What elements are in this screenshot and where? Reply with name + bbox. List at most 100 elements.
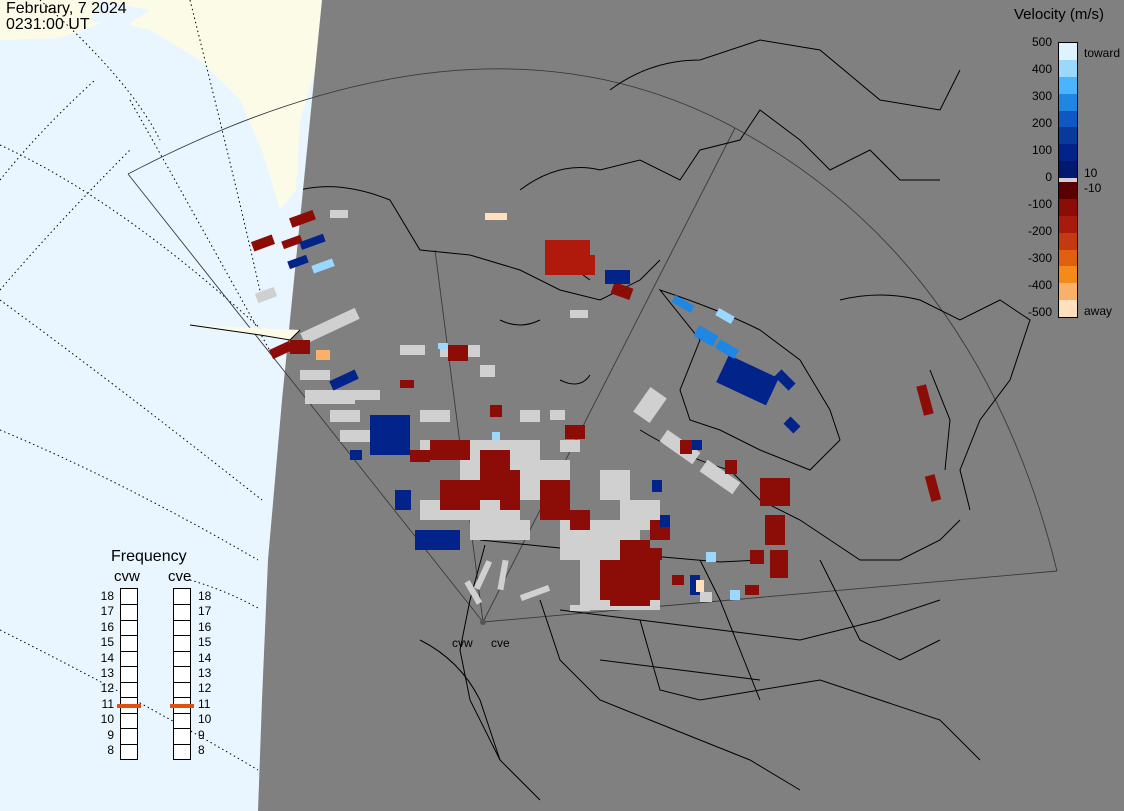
velocity-tick-label: -300 bbox=[1027, 251, 1052, 265]
frequency-marker-cvw bbox=[117, 703, 141, 708]
frequency-tick-cve: 9 bbox=[198, 727, 205, 742]
frequency-tick-cve: 15 bbox=[198, 635, 212, 650]
frequency-grid-line bbox=[174, 666, 190, 668]
frequency-tick-cve: 14 bbox=[198, 650, 212, 665]
velocity-toward-cells-mid bbox=[671, 295, 740, 359]
velocity-color-ground bbox=[1059, 178, 1077, 182]
frequency-marker-cve bbox=[170, 703, 194, 708]
frequency-column-cvw bbox=[117, 588, 141, 760]
frequency-tick-cve: 11 bbox=[198, 696, 211, 711]
velocity-tick-label: 300 bbox=[1031, 89, 1052, 103]
velocity-colorbar bbox=[1058, 42, 1078, 318]
frequency-tick-cvw: 18 bbox=[100, 588, 114, 603]
frequency-grid-line bbox=[174, 635, 190, 637]
frequency-grid-line bbox=[174, 650, 190, 652]
frequency-grid-line bbox=[174, 681, 190, 683]
velocity-away-cells bbox=[250, 209, 942, 606]
frequency-tick-cvw: 13 bbox=[100, 666, 114, 680]
frequency-title: Frequency bbox=[111, 548, 187, 565]
alaska-peninsula bbox=[189, 324, 301, 341]
velocity-tick-label: 200 bbox=[1031, 116, 1052, 130]
velocity-color-toward bbox=[1059, 110, 1077, 129]
frequency-tick-cvw: 10 bbox=[100, 712, 114, 727]
velocity-tick-label: 100 bbox=[1031, 143, 1052, 157]
frequency-tick-cve: 12 bbox=[198, 681, 212, 696]
velocity-color-away bbox=[1059, 283, 1077, 302]
velocity-toward-label: toward bbox=[1084, 46, 1121, 60]
frequency-grid-line bbox=[174, 712, 190, 714]
velocity-color-toward bbox=[1059, 59, 1077, 78]
radar-name-cvw: cvw bbox=[114, 568, 140, 585]
velocity-color-away bbox=[1059, 215, 1077, 234]
frequency-tick-cvw: 14 bbox=[100, 650, 114, 665]
velocity-tick-label: -100 bbox=[1027, 197, 1052, 211]
velocity-color-toward bbox=[1059, 161, 1077, 179]
velocity-toward-cells bbox=[287, 233, 801, 595]
frequency-tick-cve: 18 bbox=[198, 588, 212, 603]
frequency-tick-cve: 16 bbox=[198, 619, 212, 634]
velocity-color-toward bbox=[1059, 43, 1077, 61]
velocity-color-away bbox=[1059, 232, 1077, 251]
velocity-color-toward bbox=[1059, 127, 1077, 146]
velocity-away-cells-strong bbox=[545, 240, 595, 275]
radar-site-marker bbox=[480, 619, 486, 625]
frequency-grid-line bbox=[174, 619, 190, 621]
frequency-grid-line bbox=[121, 650, 137, 652]
frequency-grid-line bbox=[174, 743, 190, 745]
velocity-legend-title: Velocity (m/s) bbox=[1014, 6, 1105, 23]
night-shade bbox=[258, 0, 1124, 811]
frequency-column-cve bbox=[170, 588, 194, 760]
frequency-grid-line bbox=[121, 743, 137, 745]
frequency-grid-line bbox=[121, 697, 137, 699]
frequency-tick-cve: 8 bbox=[198, 743, 205, 758]
velocity-color-away bbox=[1059, 300, 1077, 317]
frequency-grid-line bbox=[121, 666, 137, 668]
frequency-grid-line bbox=[121, 604, 137, 606]
velocity-tick-label: 0 bbox=[1045, 170, 1052, 184]
frequency-tick-cvw: 11 bbox=[101, 696, 114, 711]
frequency-grid-line bbox=[174, 697, 190, 699]
velocity-tick-label: -400 bbox=[1027, 278, 1052, 292]
frequency-tick-cvw: 12 bbox=[100, 681, 114, 696]
frequency-grid-line bbox=[174, 604, 190, 606]
frequency-grid-line bbox=[174, 728, 190, 730]
velocity-away-cells-fast bbox=[316, 213, 704, 592]
velocity-away-label: away bbox=[1084, 304, 1113, 318]
velocity-tick-label: -500 bbox=[1027, 305, 1052, 319]
frequency-tick-cve: 10 bbox=[198, 712, 212, 727]
frequency-grid-line bbox=[121, 712, 137, 714]
frequency-grid-line bbox=[121, 619, 137, 621]
frequency-grid-line bbox=[121, 635, 137, 637]
velocity-tick-label: -200 bbox=[1027, 224, 1052, 238]
frequency-tick-cve: 13 bbox=[198, 666, 212, 680]
velocity-color-toward bbox=[1059, 93, 1077, 112]
velocity-color-away bbox=[1059, 182, 1077, 200]
velocity-tick-label: 400 bbox=[1031, 62, 1052, 76]
frequency-grid-line bbox=[121, 681, 137, 683]
velocity-toward-cells-fast bbox=[311, 258, 740, 600]
frequency-tick-cvw: 15 bbox=[100, 635, 114, 650]
radar-label-cve: cve bbox=[491, 636, 510, 650]
frequency-grid-line bbox=[121, 728, 137, 730]
date-label: February, 7 2024 bbox=[6, 0, 127, 17]
velocity-legend: Velocity (m/s) toward away 10 -10 500 400… bbox=[1010, 4, 1124, 324]
frequency-tick-cvw: 17 bbox=[100, 604, 114, 619]
radar-name-cve: cve bbox=[168, 568, 192, 585]
time-label: 0231:00 UT bbox=[6, 16, 90, 33]
velocity-small-pos: 10 bbox=[1084, 166, 1098, 180]
frequency-tick-cvw: 16 bbox=[100, 619, 114, 634]
frequency-tick-cvw: 9 bbox=[107, 727, 114, 742]
velocity-color-toward bbox=[1059, 144, 1077, 163]
velocity-color-away bbox=[1059, 249, 1077, 268]
velocity-tick-label: 500 bbox=[1031, 35, 1052, 49]
velocity-small-neg: -10 bbox=[1084, 181, 1102, 195]
frequency-tick-cvw: 8 bbox=[107, 743, 114, 758]
velocity-color-toward bbox=[1059, 76, 1077, 95]
radar-label-cvw: cvw bbox=[452, 636, 473, 650]
velocity-color-away bbox=[1059, 266, 1077, 285]
velocity-color-away bbox=[1059, 198, 1077, 217]
frequency-panel: Frequency cvw cve 18 18 17 17 16 16 15 15 14 14 13… bbox=[90, 548, 240, 768]
frequency-tick-cve: 17 bbox=[198, 604, 212, 619]
ice-area bbox=[0, 0, 322, 210]
bay-shape bbox=[90, 0, 150, 30]
